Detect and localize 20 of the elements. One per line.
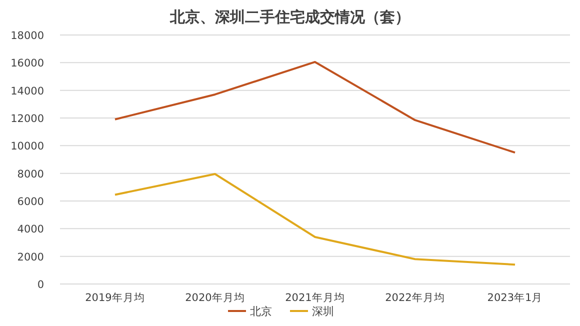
line-series [114,173,516,266]
y-tick-label: 10000 [10,140,44,153]
x-tick-label: 2019年月均 [85,292,145,304]
x-tick-label: 2023年1月 [487,292,543,304]
chart-title: 北京、深圳二手住宅成交情况（套） [169,8,410,26]
y-tick-label: 18000 [10,30,44,42]
x-tick-label: 2020年月均 [185,292,245,304]
y-tick-label: 4000 [17,224,44,236]
y-tick-label: 14000 [10,85,44,98]
y-tick-label: 6000 [17,196,44,208]
y-tick-label: 8000 [17,168,44,180]
legend-label: 北京 [250,305,272,318]
legend-label: 深圳 [312,305,334,318]
y-tick-label: 2000 [17,251,44,264]
line-series [114,60,516,154]
y-tick-label: 12000 [10,113,44,125]
x-tick-label: 2022年月均 [385,292,445,304]
y-tick-label: 16000 [10,58,44,70]
x-tick-label: 2021年月均 [285,292,345,304]
y-tick-label: 0 [37,279,44,291]
